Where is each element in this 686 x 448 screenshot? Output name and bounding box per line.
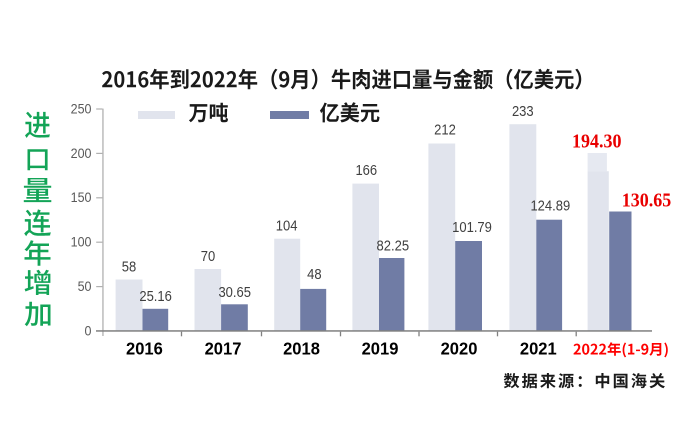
svg-text:58: 58 (122, 258, 137, 275)
svg-text:194.30: 194.30 (572, 131, 622, 153)
svg-text:2019: 2019 (362, 339, 399, 358)
svg-text:101.79: 101.79 (452, 218, 492, 235)
svg-text:0: 0 (85, 323, 92, 339)
svg-text:130.65: 130.65 (622, 190, 672, 212)
svg-text:200: 200 (71, 145, 92, 161)
svg-text:150: 150 (71, 189, 92, 205)
svg-text:2017: 2017 (205, 339, 242, 358)
svg-text:2020: 2020 (441, 339, 478, 358)
svg-text:25.16: 25.16 (139, 287, 172, 304)
svg-text:30.65: 30.65 (218, 283, 251, 300)
svg-text:50: 50 (78, 278, 92, 294)
svg-text:166: 166 (355, 161, 377, 178)
svg-text:124.89: 124.89 (530, 197, 570, 214)
svg-text:100: 100 (71, 234, 92, 250)
svg-text:48: 48 (307, 265, 322, 282)
svg-text:2018: 2018 (283, 339, 320, 358)
svg-text:82.25: 82.25 (377, 237, 410, 254)
svg-text:212: 212 (434, 121, 456, 138)
svg-text:2021: 2021 (520, 339, 557, 358)
svg-text:70: 70 (201, 247, 216, 264)
svg-text:233: 233 (512, 102, 534, 119)
svg-text:250: 250 (71, 101, 92, 117)
svg-text:2016: 2016 (126, 339, 163, 358)
svg-text:104: 104 (276, 217, 298, 234)
